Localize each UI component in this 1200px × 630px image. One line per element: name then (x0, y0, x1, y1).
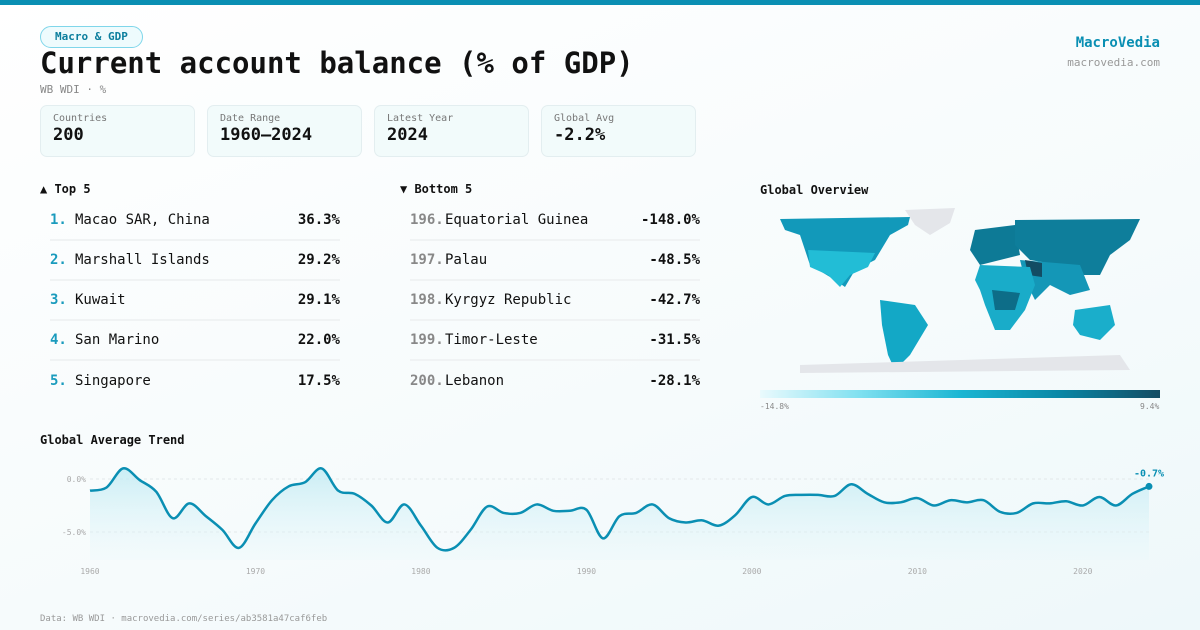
country-value: 29.2% (297, 252, 340, 268)
country-name: Singapore (75, 373, 151, 389)
country-name: Timor-Leste (445, 332, 538, 348)
brand-url[interactable]: macrovedia.com (1067, 56, 1160, 69)
x-tick-label: 2000 (742, 567, 761, 576)
europe[interactable] (970, 225, 1020, 265)
x-tick-label: 1970 (246, 567, 265, 576)
world-choropleth-map[interactable] (780, 205, 1140, 375)
ranking-row[interactable]: 196. Equatorial Guinea -148.0% (410, 201, 700, 241)
x-tick-label: 1960 (80, 567, 99, 576)
stat-value: 200 (53, 125, 84, 145)
country-value: 36.3% (297, 212, 340, 228)
stat-global-avg: Global Avg -2.2% (541, 105, 696, 157)
stat-label: Date Range (220, 113, 281, 124)
australia[interactable] (1073, 305, 1115, 340)
rank-number: 200. (410, 373, 444, 389)
country-name: Macao SAR, China (75, 212, 210, 228)
rank-number: 3. (50, 292, 67, 308)
legend-min: -14.8% (760, 402, 789, 411)
ranking-row[interactable]: 4. San Marino 22.0% (50, 321, 340, 361)
legend-max: 9.4% (1140, 402, 1160, 411)
country-name: Marshall Islands (75, 252, 210, 268)
country-value: -42.7% (649, 292, 700, 308)
last-point-marker (1145, 482, 1153, 490)
country-name: Equatorial Guinea (445, 212, 589, 228)
bottom5-heading: ▼ Bottom 5 (400, 182, 473, 196)
brand-name[interactable]: MacroVedia (1075, 35, 1160, 51)
ranking-row[interactable]: 1. Macao SAR, China 36.3% (50, 201, 340, 241)
top5-heading: ▲ Top 5 (40, 182, 91, 196)
trend-area (90, 468, 1149, 560)
russia-asia[interactable] (1015, 219, 1140, 275)
country-value: -48.5% (649, 252, 700, 268)
rank-number: 198. (410, 292, 444, 308)
brand: MacroVedia macrovedia.com (1067, 35, 1160, 69)
stat-value: -2.2% (554, 125, 606, 145)
stat-label: Latest Year (387, 113, 454, 124)
x-tick-label: 2010 (908, 567, 927, 576)
usa[interactable] (808, 250, 875, 287)
trend-heading: Global Average Trend (40, 433, 185, 447)
x-tick-label: 2020 (1073, 567, 1092, 576)
rank-number: 199. (410, 332, 444, 348)
rank-number: 5. (50, 373, 67, 389)
stat-countries: Countries 200 (40, 105, 195, 157)
map-color-legend (760, 390, 1160, 398)
country-name: Lebanon (445, 373, 505, 389)
country-name: Palau (445, 252, 488, 268)
top-accent-bar (0, 0, 1200, 5)
stat-label: Countries (53, 113, 108, 124)
page-title: Current account balance (% of GDP) (40, 46, 634, 80)
ranking-row[interactable]: 198. Kyrgyz Republic -42.7% (410, 281, 700, 321)
country-value: -31.5% (649, 332, 700, 348)
country-value: -148.0% (640, 212, 700, 228)
global-average-trend-chart: 0.0% -5.0% 1960 1970 1980 1990 2000 2010 2020 -0.… (62, 467, 1164, 576)
ranking-row[interactable]: 200. Lebanon -28.1% (410, 361, 700, 401)
page-subtitle: WB WDI · % (40, 83, 107, 96)
rank-number: 4. (50, 332, 67, 348)
ranking-row[interactable]: 5. Singapore 17.5% (50, 361, 340, 401)
rank-number: 196. (410, 212, 444, 228)
y-tick-label: -5.0% (62, 528, 86, 537)
greenland (905, 208, 955, 235)
trend-line (89, 467, 1150, 552)
ranking-row[interactable]: 199. Timor-Leste -31.5% (410, 321, 700, 361)
ranking-row[interactable]: 197. Palau -48.5% (410, 241, 700, 281)
y-tick-label: 0.0% (67, 475, 86, 484)
footer-source: Data: WB WDI · macrovedia.com/series/ab3… (40, 614, 328, 624)
ranking-row[interactable]: 3. Kuwait 29.1% (50, 281, 340, 321)
last-value-label: -0.7% (1134, 468, 1164, 479)
stat-value: 1960–2024 (220, 125, 313, 145)
country-value: 22.0% (297, 332, 340, 348)
stat-label: Global Avg (554, 113, 615, 124)
rank-number: 1. (50, 212, 67, 228)
stat-date-range: Date Range 1960–2024 (207, 105, 362, 157)
bottom5-list: 196. Equatorial Guinea -148.0% 197. Palau -48… (410, 201, 700, 401)
country-value: 17.5% (297, 373, 340, 389)
rank-number: 197. (410, 252, 444, 268)
country-name: Kuwait (75, 292, 126, 308)
rank-number: 2. (50, 252, 67, 268)
stat-latest-year: Latest Year 2024 (374, 105, 529, 157)
antarctica (800, 355, 1130, 373)
country-name: San Marino (75, 332, 160, 348)
country-value: 29.1% (297, 292, 340, 308)
ranking-row[interactable]: 2. Marshall Islands 29.2% (50, 241, 340, 281)
category-badge[interactable]: Macro & GDP (40, 26, 143, 48)
x-tick-label: 1980 (411, 567, 430, 576)
x-tick-label: 1990 (577, 567, 596, 576)
south-america[interactable] (880, 300, 928, 370)
central-africa[interactable] (992, 290, 1020, 310)
top5-list: 1. Macao SAR, China 36.3% 2. Marshall Island… (50, 201, 340, 401)
country-value: -28.1% (649, 373, 700, 389)
stat-value: 2024 (387, 125, 428, 145)
map-heading: Global Overview (760, 183, 869, 197)
country-name: Kyrgyz Republic (445, 292, 572, 308)
